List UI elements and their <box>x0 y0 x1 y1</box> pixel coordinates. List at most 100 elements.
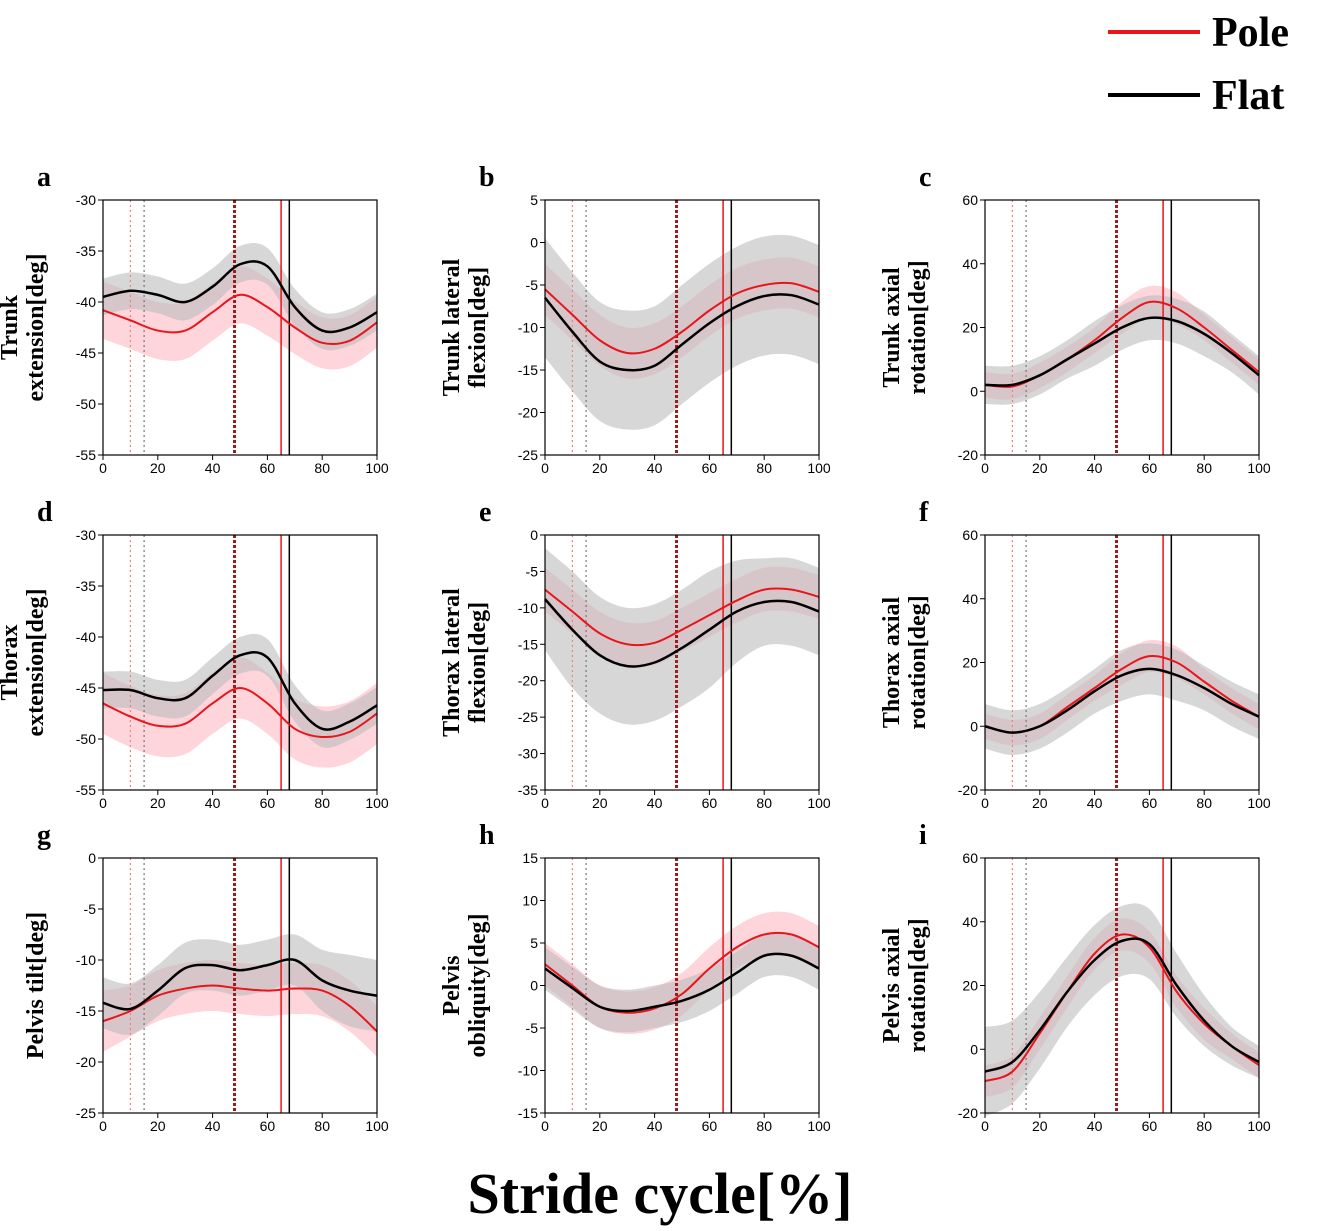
x-tick-label: 80 <box>756 795 772 811</box>
y-axis-label: Thorax axial <box>879 596 905 728</box>
x-tick-label: 20 <box>1032 460 1048 476</box>
plot-frame <box>102 857 378 1114</box>
y-tick-label: 60 <box>962 192 978 208</box>
mean-line <box>544 598 820 668</box>
y-axis-label: Pelvis <box>439 956 465 1016</box>
y-tick-label: -55 <box>76 782 96 798</box>
x-tick-label: 60 <box>260 460 276 476</box>
x-tick-label: 40 <box>1087 460 1103 476</box>
y-axis-label: Trunk axial <box>879 267 905 388</box>
panel-label: g <box>37 820 51 851</box>
panel: g Pelvis tilt[deg] -25 -20 -15 -10 -5 0 0 20 40 60 8… <box>23 820 389 1134</box>
y-tick-label: -20 <box>958 447 978 463</box>
y-tick-label: 40 <box>962 914 978 930</box>
y-tick-label: -20 <box>958 1105 978 1121</box>
mean-line <box>984 933 1260 1083</box>
y-tick-label: 5 <box>530 192 538 208</box>
y-axis-label: obliquity[deg] <box>465 913 491 1057</box>
mean-line <box>984 667 1260 734</box>
y-axis-label: Trunk lateral <box>439 258 465 396</box>
mean-line <box>984 937 1260 1073</box>
mean-line <box>102 984 378 1033</box>
y-tick-label: 0 <box>530 235 538 251</box>
y-tick-label: -20 <box>958 782 978 798</box>
y-tick-label: -50 <box>76 396 96 412</box>
x-tick-label: 100 <box>365 460 389 476</box>
legend-label: Pole <box>1212 10 1289 56</box>
x-tick-label: 0 <box>99 795 107 811</box>
legend: Pole Flat <box>1108 10 1289 119</box>
y-tick-label: 20 <box>962 320 978 336</box>
x-tick-label: 80 <box>756 460 772 476</box>
panel-label: f <box>919 497 929 528</box>
y-tick-label: -45 <box>76 680 96 696</box>
y-tick-label: -55 <box>76 447 96 463</box>
x-tick-label: 100 <box>365 795 389 811</box>
y-tick-label: -40 <box>76 294 96 310</box>
panel: e Thorax lateral flexion[deg] -35 -30 -25 -20 -… <box>439 497 831 811</box>
y-tick-label: 20 <box>962 978 978 994</box>
y-tick-label: 40 <box>962 256 978 272</box>
x-tick-label: 0 <box>541 795 549 811</box>
y-tick-label: -5 <box>526 563 539 579</box>
x-tick-label: 60 <box>260 1118 276 1134</box>
x-tick-label: 100 <box>1247 460 1271 476</box>
x-tick-label: 100 <box>807 1118 831 1134</box>
panel-label: a <box>37 162 51 193</box>
y-axis-label: Thorax lateral <box>439 588 465 737</box>
x-tick-label: 20 <box>150 460 166 476</box>
y-tick-label: -20 <box>518 673 538 689</box>
y-tick-label: -5 <box>526 277 539 293</box>
x-tick-label: 60 <box>1142 795 1158 811</box>
x-tick-label: 60 <box>260 795 276 811</box>
y-axis-label: flexion[deg] <box>465 602 491 723</box>
x-tick-label: 80 <box>1196 795 1212 811</box>
y-tick-label: -35 <box>518 782 538 798</box>
x-tick-label: 80 <box>314 460 330 476</box>
x-tick-label: 40 <box>1087 795 1103 811</box>
x-tick-label: 20 <box>592 1118 608 1134</box>
sd-band <box>985 295 1259 405</box>
y-tick-label: 10 <box>522 893 538 909</box>
y-tick-label: -50 <box>76 731 96 747</box>
x-tick-label: 40 <box>205 795 221 811</box>
x-tick-label: 60 <box>1142 460 1158 476</box>
x-tick-label: 0 <box>99 460 107 476</box>
y-tick-label: -10 <box>518 320 538 336</box>
panel: a Trunk extension[deg] -55 -50 -45 -40 -35 -30 0 2… <box>0 162 389 476</box>
y-tick-label: 60 <box>962 527 978 543</box>
y-tick-label: -35 <box>76 578 96 594</box>
x-tick-label: 40 <box>1087 1118 1103 1134</box>
x-tick-label: 0 <box>981 795 989 811</box>
y-tick-label: 5 <box>530 935 538 951</box>
x-tick-label: 40 <box>205 1118 221 1134</box>
y-axis-label: extension[deg] <box>23 254 49 402</box>
x-tick-label: 100 <box>1247 1118 1271 1134</box>
sd-band <box>103 242 377 351</box>
y-axis-label: Trunk <box>0 294 23 360</box>
mean-line <box>102 686 378 739</box>
panel-label: d <box>37 497 53 528</box>
y-axis-label: rotation[deg] <box>905 918 931 1052</box>
y-tick-label: -30 <box>76 527 96 543</box>
y-axis-label: rotation[deg] <box>905 595 931 729</box>
y-tick-label: -10 <box>518 600 538 616</box>
y-tick-label: -5 <box>526 1020 539 1036</box>
x-tick-label: 60 <box>1142 1118 1158 1134</box>
y-tick-label: -30 <box>518 746 538 762</box>
y-tick-label: -15 <box>518 636 538 652</box>
plot-frame <box>102 534 378 791</box>
y-tick-label: 0 <box>970 383 978 399</box>
x-tick-label: 100 <box>807 460 831 476</box>
panel: d Thorax extension[deg] -55 -50 -45 -40 -35 -30 0… <box>0 497 389 811</box>
y-tick-label: -10 <box>518 1063 538 1079</box>
y-axis-label: Pelvis tilt[deg] <box>23 912 49 1059</box>
panel-label: i <box>919 820 927 851</box>
y-tick-label: 40 <box>962 591 978 607</box>
x-tick-label: 20 <box>1032 1118 1048 1134</box>
panel-label: e <box>479 497 491 528</box>
legend-label: Flat <box>1212 73 1284 119</box>
x-tick-label: 0 <box>541 1118 549 1134</box>
x-tick-label: 0 <box>981 1118 989 1134</box>
x-tick-label: 60 <box>702 795 718 811</box>
